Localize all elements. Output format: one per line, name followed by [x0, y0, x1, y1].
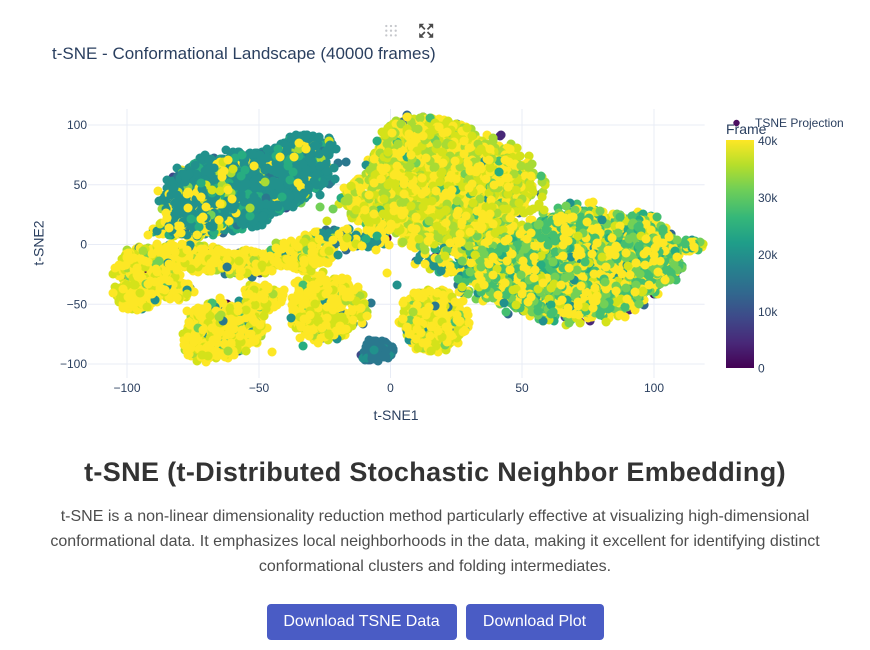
svg-text:0: 0	[80, 238, 87, 252]
svg-text:50: 50	[515, 381, 529, 395]
svg-text:TSNE Projection: TSNE Projection	[755, 116, 844, 130]
svg-text:0: 0	[758, 362, 765, 376]
svg-text:50: 50	[74, 178, 88, 192]
svg-text:40k: 40k	[758, 134, 778, 148]
svg-text:20k: 20k	[758, 248, 778, 262]
svg-text:−50: −50	[249, 381, 270, 395]
svg-text:30k: 30k	[758, 191, 778, 205]
svg-text:t-SNE1: t-SNE1	[373, 407, 418, 423]
svg-text:−50: −50	[67, 297, 88, 311]
svg-text:100: 100	[644, 381, 664, 395]
svg-text:0: 0	[387, 381, 394, 395]
svg-text:−100: −100	[60, 357, 87, 371]
svg-text:t-SNE - Conformational Landsca: t-SNE - Conformational Landscape (40000 …	[52, 44, 436, 63]
svg-text:100: 100	[67, 118, 87, 132]
svg-text:t-SNE2: t-SNE2	[31, 220, 47, 265]
svg-text:−100: −100	[113, 381, 140, 395]
svg-text:10k: 10k	[758, 305, 778, 319]
